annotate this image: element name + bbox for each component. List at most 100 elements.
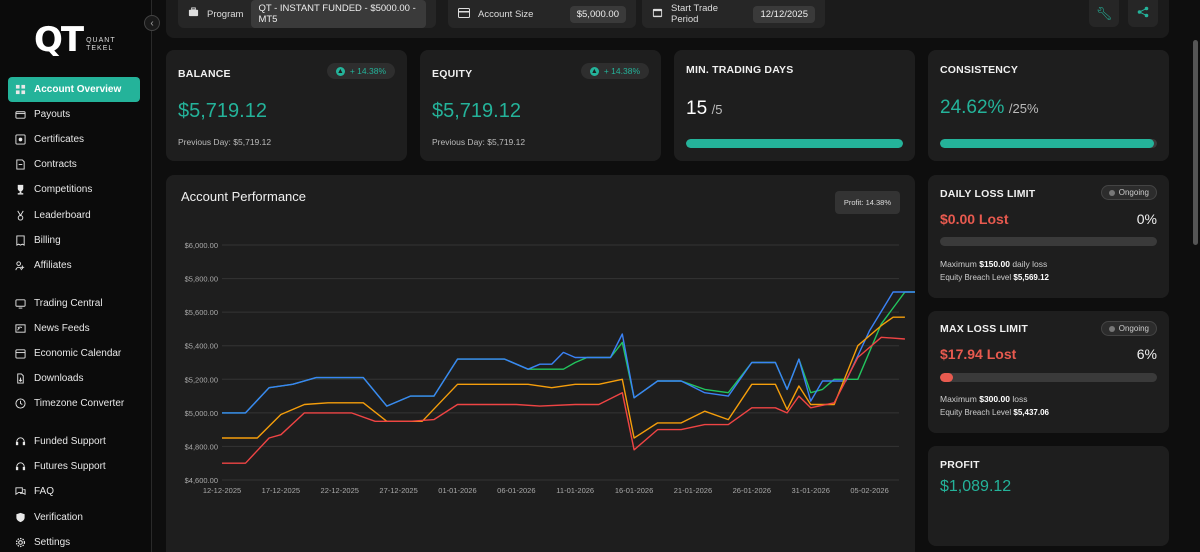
sidebar-item-account-overview[interactable]: Account Overview	[8, 77, 140, 103]
series-line-2[interactable]	[222, 316, 905, 439]
sidebar-item-contracts[interactable]: Contracts	[8, 152, 140, 177]
sidebar-item-economic-calendar[interactable]: Economic Calendar	[8, 341, 140, 366]
sidebar-item-label: Timezone Converter	[34, 398, 125, 410]
sidebar-item-competitions[interactable]: Competitions	[8, 177, 140, 202]
sidebar-item-billing[interactable]: Billing	[8, 228, 140, 253]
sidebar-item-label: Verification	[34, 511, 83, 523]
x-tick-label: 26-01-2026	[733, 486, 771, 495]
sidebar: QT QUANT TEKEL Account Overview Payouts Cer…	[0, 0, 152, 552]
daily-loss-percent: 0%	[1136, 211, 1157, 227]
program-field[interactable]: Program QT - INSTANT FUNDED - $5000.00 -…	[178, 0, 436, 28]
max-loss-breach: Equity Breach Level $5,437.06	[940, 408, 1049, 417]
y-tick-label: $5,600.00	[185, 308, 218, 317]
tools-button[interactable]: 🔧︎	[1089, 0, 1119, 27]
min-days-progress	[686, 139, 903, 148]
sidebar-item-leaderboard[interactable]: Leaderboard	[8, 202, 140, 227]
sidebar-item-label: Trading Central	[34, 297, 103, 309]
sidebar-item-affiliates[interactable]: Affiliates	[8, 253, 140, 278]
equity-card: EQUITY ▲ + 14.38% $5,719.12 Previous Day…	[420, 50, 661, 161]
profit-value: $1,089.12	[940, 478, 1012, 495]
daily-loss-breach: Equity Breach Level $5,569.12	[940, 273, 1049, 282]
sidebar-item-faq[interactable]: FAQ	[8, 479, 140, 504]
account-performance-card: Account Performance Profit: 14.38% $6,00…	[166, 175, 915, 552]
sidebar-item-label: Economic Calendar	[34, 347, 122, 359]
min-trading-days-card: MIN. TRADING DAYS 15 /5	[674, 50, 915, 161]
min-days-title: MIN. TRADING DAYS	[686, 64, 794, 76]
billing-icon	[15, 235, 26, 246]
collapse-sidebar-button[interactable]: ‹	[144, 15, 160, 31]
wallet-icon	[15, 109, 26, 120]
sidebar-item-trading-central[interactable]: Trading Central	[8, 291, 140, 316]
sidebar-item-label: Downloads	[34, 373, 84, 385]
sidebar-item-timezone-converter[interactable]: Timezone Converter	[8, 391, 140, 416]
max-loss-status: Ongoing	[1100, 321, 1157, 336]
sidebar-item-label: Billing	[34, 234, 61, 246]
chevron-left-icon: ‹	[150, 17, 154, 29]
min-days-count: 15 /5	[686, 98, 723, 119]
clock-icon	[15, 398, 26, 409]
arrow-up-icon: ▲	[335, 66, 345, 76]
sidebar-item-certificates[interactable]: Certificates	[8, 127, 140, 152]
briefcase-icon	[188, 7, 199, 21]
chart-title: Account Performance	[181, 189, 307, 204]
daily-loss-status: Ongoing	[1100, 185, 1157, 200]
sidebar-item-label: Certificates	[34, 134, 85, 146]
start-period-field[interactable]: Start Trade Period 12/12/2025	[642, 0, 825, 28]
calendar-icon	[15, 348, 26, 359]
x-tick-label: 11-01-2026	[556, 486, 594, 495]
program-label: Program	[207, 8, 244, 20]
sidebar-item-label: FAQ	[34, 486, 55, 498]
balance-card: BALANCE ▲ + 14.38% $5,719.12 Previous Da…	[166, 50, 407, 161]
max-loss-card: MAX LOSS LIMIT Ongoing $17.94 Lost 6% Ma…	[928, 311, 1169, 433]
max-loss-percent: 6%	[1136, 346, 1157, 362]
wrench-icon: 🔧︎	[1095, 5, 1113, 21]
sidebar-item-label: News Feeds	[34, 322, 90, 334]
max-loss-max: Maximum $300.00 loss	[940, 394, 1028, 404]
sidebar-item-label: Payouts	[34, 109, 71, 121]
card-icon	[458, 7, 470, 21]
account-size-field[interactable]: Account Size $5,000.00	[448, 0, 636, 28]
consistency-card: CONSISTENCY 24.62% /25%	[928, 50, 1169, 161]
account-size-value: $5,000.00	[569, 5, 626, 23]
page-scrollbar[interactable]	[1193, 40, 1198, 245]
sidebar-item-label: Funded Support	[34, 436, 106, 448]
faq-icon	[15, 486, 26, 497]
sidebar-item-futures-support[interactable]: Futures Support	[8, 454, 140, 479]
y-tick-label: $5,400.00	[185, 342, 218, 351]
max-loss-title: MAX LOSS LIMIT	[940, 323, 1028, 335]
sidebar-item-settings[interactable]: Settings	[8, 530, 140, 552]
sidebar-item-news-feeds[interactable]: News Feeds	[8, 316, 140, 341]
brand-logo[interactable]: QT QUANT TEKEL	[34, 20, 116, 60]
series-line-3[interactable]	[222, 336, 905, 464]
shield-icon	[15, 512, 26, 523]
start-period-value: 12/12/2025	[753, 5, 815, 23]
x-tick-label: 01-01-2026	[438, 486, 476, 495]
share-icon	[1137, 6, 1149, 21]
daily-loss-value: $0.00 Lost	[940, 211, 1009, 227]
share-button[interactable]	[1128, 0, 1158, 27]
x-tick-label: 17-12-2025	[262, 486, 300, 495]
profit-title: PROFIT	[940, 459, 980, 471]
y-tick-label: $5,800.00	[185, 275, 218, 284]
performance-line-chart[interactable]: $6,000.00 $5,800.00 $5,600.00 $5,400.00 $5,2…	[166, 175, 915, 552]
balance-change-badge: ▲ + 14.38%	[326, 63, 395, 79]
account-size-label: Account Size	[478, 8, 534, 20]
start-period-label: Start Trade Period	[671, 3, 718, 25]
sidebar-item-verification[interactable]: Verification	[8, 505, 140, 530]
account-topbar: Program QT - INSTANT FUNDED - $5000.00 -…	[166, 0, 1169, 38]
series-line-1[interactable]	[222, 291, 915, 414]
profit-tag: Profit: 14.38%	[834, 191, 900, 214]
series-line-0[interactable]	[222, 291, 915, 414]
sidebar-item-downloads[interactable]: Downloads	[8, 366, 140, 391]
news-icon	[15, 323, 26, 334]
y-tick-label: $5,000.00	[185, 409, 218, 418]
sidebar-item-payouts[interactable]: Payouts	[8, 102, 140, 127]
contract-icon	[15, 159, 26, 170]
consistency-title: CONSISTENCY	[940, 64, 1019, 76]
equity-change-badge: ▲ + 14.38%	[580, 63, 649, 79]
daily-loss-card: DAILY LOSS LIMIT Ongoing $0.00 Lost 0% M…	[928, 175, 1169, 298]
consistency-progress	[940, 139, 1157, 148]
y-tick-label: $4,600.00	[185, 476, 218, 485]
sidebar-item-funded-support[interactable]: Funded Support	[8, 429, 140, 454]
sidebar-item-label: Competitions	[34, 184, 93, 196]
